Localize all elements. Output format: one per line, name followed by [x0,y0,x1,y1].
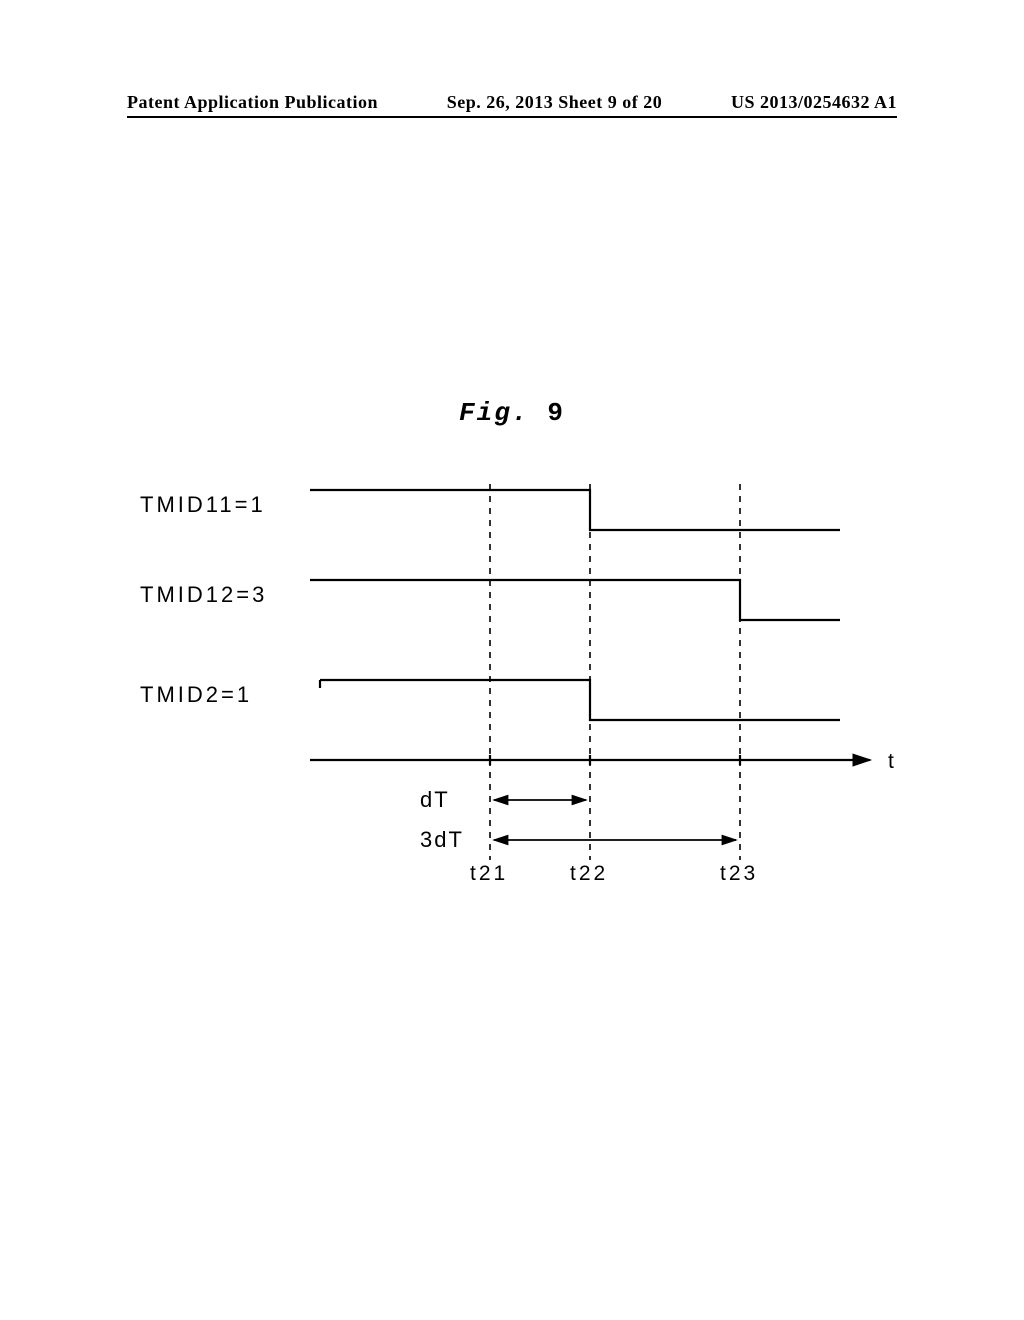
signal-label: TMID11=1 [140,492,266,517]
svg-text:t22: t22 [570,862,608,885]
header-rule [127,116,897,118]
figure-title: Fig. 9 [0,398,1024,428]
timing-svg: TMID11=1 TMID12=3 TMID2=1 t dT 3dT t21 t22 t23 [130,460,960,900]
svg-text:t21: t21 [470,862,508,885]
signal-label: TMID12=3 [140,582,267,607]
figure-title-prefix: Fig. [459,398,529,428]
svg-text:t23: t23 [720,862,758,885]
timing-diagram: TMID11=1TMID12=3TMID2=1tdT3dTt21t22t23 [130,460,890,900]
header-mid: Sep. 26, 2013 Sheet 9 of 20 [447,92,663,113]
svg-text:dT: dT [420,787,450,812]
header-right: US 2013/0254632 A1 [731,92,897,113]
signal-label: TMID2=1 [140,682,252,707]
figure-number: 9 [547,398,565,428]
header-left: Patent Application Publication [127,92,378,113]
svg-text:t: t [888,750,894,773]
svg-text:3dT: 3dT [420,827,464,852]
page-header: Patent Application Publication Sep. 26, … [0,92,1024,113]
